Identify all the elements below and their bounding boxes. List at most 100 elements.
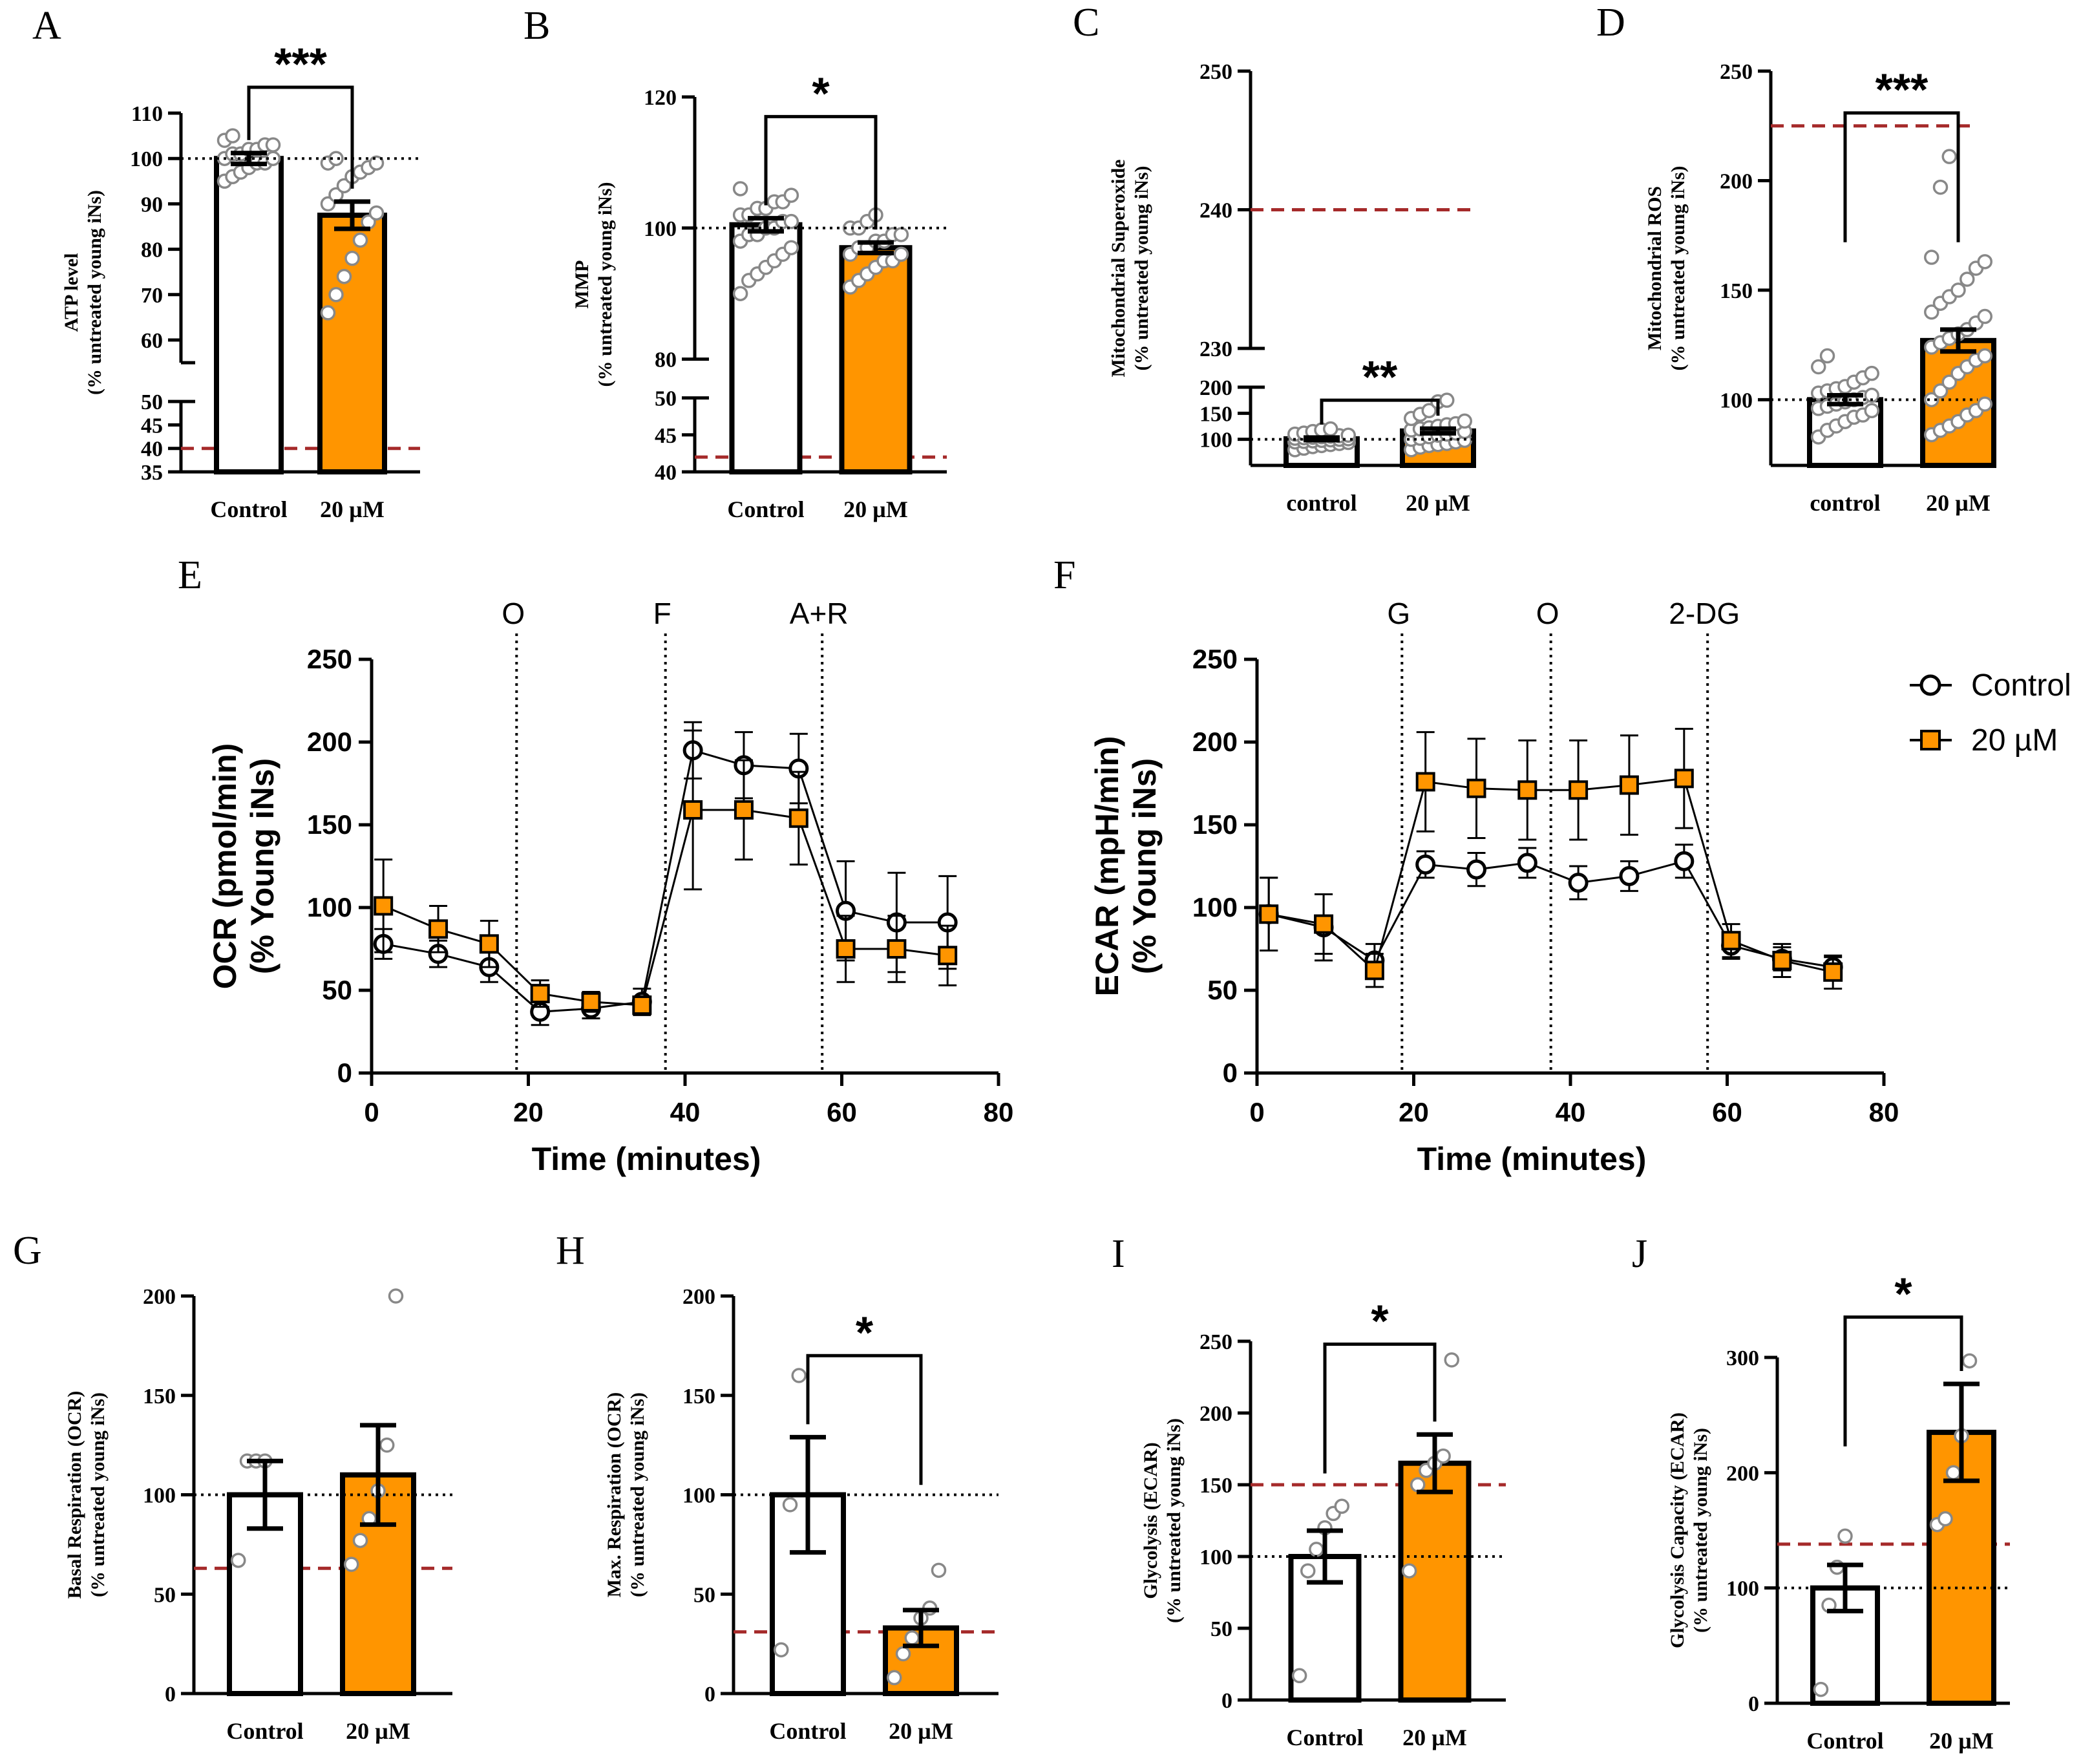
y-tick-label: 50 — [1210, 1617, 1232, 1641]
y-tick-label: 250 — [1199, 1330, 1232, 1354]
y-axis-label: Mitochondrial Superoxide (% untreated you… — [1108, 160, 1152, 377]
y-tick-label: 200 — [1199, 1402, 1232, 1426]
y-tick-label: 250 — [307, 644, 352, 674]
data-point — [1435, 1448, 1451, 1464]
significance-label: * — [1894, 1269, 1912, 1319]
category-label: control — [1286, 490, 1357, 516]
data-point-treated — [428, 919, 449, 939]
data-point — [1977, 254, 1992, 270]
data-point-treated — [632, 995, 652, 1015]
y-axis-label: ECAR (mpH/min)(% Young iNs) — [1089, 736, 1163, 997]
data-point — [265, 137, 281, 153]
data-point — [1300, 1563, 1316, 1578]
x-tick-label: 40 — [1556, 1097, 1586, 1127]
y-axis-label-line: (% Young iNs) — [244, 758, 280, 974]
data-point — [1439, 392, 1455, 408]
y-tick-label: 240 — [1199, 199, 1232, 223]
x-axis-label: Time (minutes) — [532, 1141, 761, 1177]
x-tick-label: 60 — [1712, 1097, 1742, 1127]
data-point — [1924, 304, 1939, 320]
category-label: Control — [1286, 1725, 1363, 1750]
y-tick-label: 90 — [141, 193, 163, 217]
y-tick-label: 150 — [1720, 279, 1753, 303]
category-label: Control — [210, 496, 287, 522]
y-tick-label: 300 — [1726, 1346, 1759, 1370]
y-tick-label: 200 — [682, 1285, 715, 1309]
y-axis-label-line: ATP level — [61, 253, 82, 332]
y-tick-label: 100 — [130, 147, 163, 171]
data-point — [1444, 1352, 1459, 1368]
data-point-treated — [734, 800, 754, 820]
y-tick-label: 200 — [1192, 727, 1238, 757]
data-point-treated — [374, 896, 394, 916]
panel-letter: H — [556, 1229, 585, 1273]
data-point — [368, 205, 385, 221]
injection-label: A+R — [790, 597, 849, 630]
category-label: Control — [769, 1718, 846, 1744]
x-axis-label: Time (minutes) — [1417, 1141, 1647, 1177]
panel-F: F 0 50 100 150 200 250 0 20 40 60 80 Time (minutes) E… — [1053, 553, 1899, 1177]
legend-label-control: Control — [1971, 668, 2071, 703]
injection-label: O — [502, 597, 525, 630]
data-point — [782, 1497, 798, 1513]
data-point — [893, 246, 909, 262]
data-point — [379, 1437, 395, 1453]
data-point-treated — [479, 934, 499, 954]
data-point — [895, 1646, 911, 1662]
significance-bracket — [806, 1354, 923, 1485]
data-point — [388, 1288, 404, 1304]
category-label: Control — [1806, 1728, 1883, 1754]
panel-letter: J — [1632, 1232, 1647, 1276]
y-axis-label: OCR (pmol/min)(% Young iNs) — [207, 743, 280, 990]
data-point-treated — [1517, 780, 1537, 800]
data-point — [732, 286, 748, 301]
y-axis-label-line: (% untreated young iNs) — [1163, 1418, 1185, 1623]
y-tick-label: 200 — [1726, 1461, 1759, 1485]
data-point-treated — [1314, 914, 1334, 934]
significance-label: *** — [274, 39, 327, 89]
data-point-treated — [1259, 904, 1279, 924]
category-label: Control — [226, 1718, 303, 1744]
bar-control — [214, 156, 284, 474]
y-tick-label: 80 — [141, 239, 163, 262]
data-point — [904, 1630, 920, 1646]
data-point — [1864, 387, 1879, 403]
panel-letter: E — [178, 553, 202, 597]
data-point-treated — [1466, 778, 1486, 798]
y-axis-label-line: Glycolysis Capacity (ECAR) — [1667, 1412, 1688, 1648]
y-tick-label: 45 — [655, 424, 677, 448]
y-tick-label: 0 — [337, 1057, 352, 1088]
y-tick-label: 110 — [131, 102, 163, 126]
data-point — [1323, 421, 1338, 437]
data-point-treated — [836, 939, 856, 959]
data-point — [352, 1533, 368, 1548]
data-point — [1950, 282, 1966, 298]
y-axis-label: Mitochondrial ROS (% untreated young iNs) — [1644, 166, 1689, 371]
y-tick-label: 120 — [644, 86, 677, 110]
panel-letter: G — [13, 1229, 42, 1273]
panel-A: A ATP level (% untreated young iNs) 110 100 9… — [32, 4, 420, 522]
category-label: 20 µM — [1926, 490, 1991, 516]
y-axis-label-line: (% Young iNs) — [1126, 758, 1163, 974]
data-point-control — [1466, 859, 1486, 880]
y-axis-label-line: Basal Respiration (OCR) — [64, 1391, 85, 1599]
y-axis-label-line: (% untreated young iNs) — [87, 1392, 109, 1597]
data-point — [1813, 1681, 1829, 1697]
y-tick-label: 50 — [655, 387, 677, 411]
data-point — [1960, 271, 1975, 287]
category-label: 20 µM — [320, 496, 385, 522]
data-point — [887, 1670, 902, 1686]
panel-J: J Glycolysis Capacity (ECAR) (% untreated … — [1632, 1232, 2010, 1754]
data-point — [1811, 359, 1826, 375]
y-tick-label: 100 — [143, 1484, 176, 1508]
y-tick-label: 250 — [1720, 60, 1753, 84]
y-tick-label: 100 — [1199, 1546, 1232, 1569]
data-point — [1410, 1477, 1426, 1493]
data-point-treated — [1364, 961, 1384, 981]
y-tick-label: 40 — [141, 438, 163, 462]
data-point — [783, 213, 799, 229]
panel-G: G Basal Respiration (OCR) (% untreated you… — [13, 1229, 452, 1744]
y-axis-label: Glycolysis Capacity (ECAR) (% untreated y… — [1667, 1412, 1711, 1648]
panel-I: I Glycolysis (ECAR) (% untreated young iNs… — [1112, 1232, 1506, 1750]
data-point — [225, 128, 240, 143]
